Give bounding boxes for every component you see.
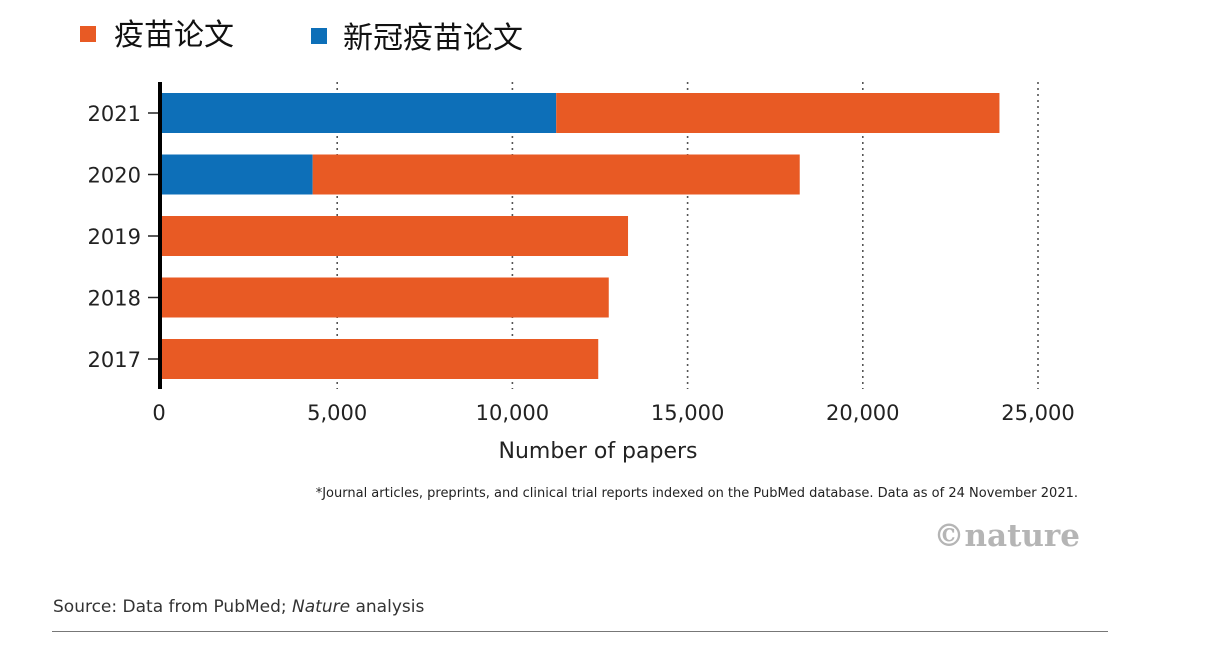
y-tick-label: 2021 [88,102,141,126]
bar-2020-vaccine [312,154,800,195]
x-tick-label: 25,000 [1001,401,1074,425]
source-prefix: Source: Data from PubMed; [53,597,293,617]
legend: 疫苗论文 新冠疫苗论文 [80,18,523,56]
source-suffix: analysis [350,597,425,617]
x-tick-label: 20,000 [826,401,899,425]
bar-2020-covid-vaccine [162,154,313,195]
source-italic: Nature [292,597,351,617]
legend-label-vaccine: 疫苗论文 [114,18,234,53]
bar-2021-vaccine [556,93,1000,133]
bar-2017-vaccine [162,339,599,379]
bar-2019-vaccine [162,216,629,256]
legend-label-covid-vaccine: 新冠疫苗论文 [343,21,523,56]
bar-2018-vaccine [162,277,609,318]
y-tick-label: 2017 [88,348,141,372]
x-axis-label: Number of papers [498,439,697,464]
nature-logo: ©nature [933,518,1080,554]
y-tick-label: 2019 [88,225,141,249]
legend-swatch-covid-vaccine [311,28,327,44]
legend-swatch-vaccine [80,26,96,42]
y-tick-label: 2018 [88,287,141,311]
footnote: *Journal articles, preprints, and clinic… [316,486,1078,501]
source-caption: Source: Data from PubMed; Nature analysi… [53,597,424,617]
divider-line [52,631,1108,632]
x-tick-label: 5,000 [307,401,367,425]
x-tick-label: 10,000 [476,401,549,425]
y-tick-label: 2020 [88,164,141,188]
x-tick-label: 0 [152,401,165,425]
bars [162,93,1000,379]
bar-2021-covid-vaccine [162,93,557,133]
x-tick-labels: 0 5,000 10,000 15,000 20,000 25,000 [152,401,1074,425]
x-tick-label: 15,000 [651,401,724,425]
y-tick-labels: 2021 2020 2019 2018 2017 [88,102,158,372]
